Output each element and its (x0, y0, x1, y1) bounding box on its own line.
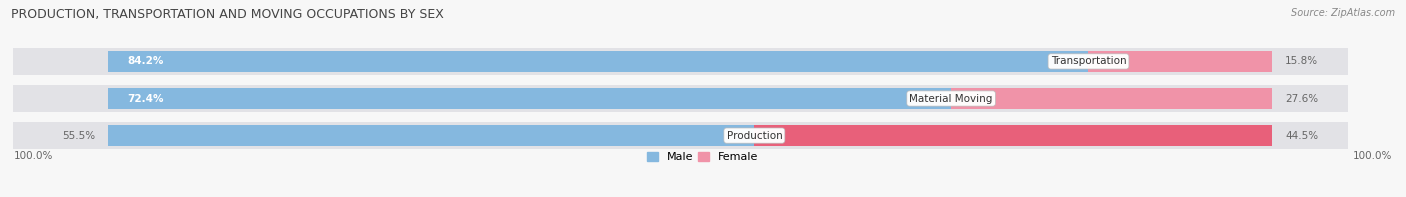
Text: PRODUCTION, TRANSPORTATION AND MOVING OCCUPATIONS BY SEX: PRODUCTION, TRANSPORTATION AND MOVING OC… (11, 8, 444, 21)
Text: Transportation: Transportation (1050, 56, 1126, 66)
Bar (108, 51, 1088, 72)
Bar (108, 88, 950, 109)
Text: 15.8%: 15.8% (1285, 56, 1319, 66)
Bar (14, 85, 1348, 112)
Bar (1088, 51, 1272, 72)
Bar (950, 88, 1272, 109)
Text: 100.0%: 100.0% (1353, 151, 1392, 161)
Bar (14, 48, 1348, 75)
Bar (14, 122, 1348, 149)
Text: Material Moving: Material Moving (910, 94, 993, 103)
Text: Production: Production (727, 131, 782, 141)
Text: 100.0%: 100.0% (14, 151, 53, 161)
Text: 84.2%: 84.2% (127, 56, 163, 66)
Text: 72.4%: 72.4% (127, 94, 163, 103)
Text: Source: ZipAtlas.com: Source: ZipAtlas.com (1291, 8, 1395, 18)
Text: 55.5%: 55.5% (62, 131, 96, 141)
Text: 27.6%: 27.6% (1285, 94, 1319, 103)
Bar (108, 125, 755, 146)
Bar (755, 125, 1272, 146)
Legend: Male, Female: Male, Female (647, 152, 759, 162)
Text: 44.5%: 44.5% (1285, 131, 1319, 141)
